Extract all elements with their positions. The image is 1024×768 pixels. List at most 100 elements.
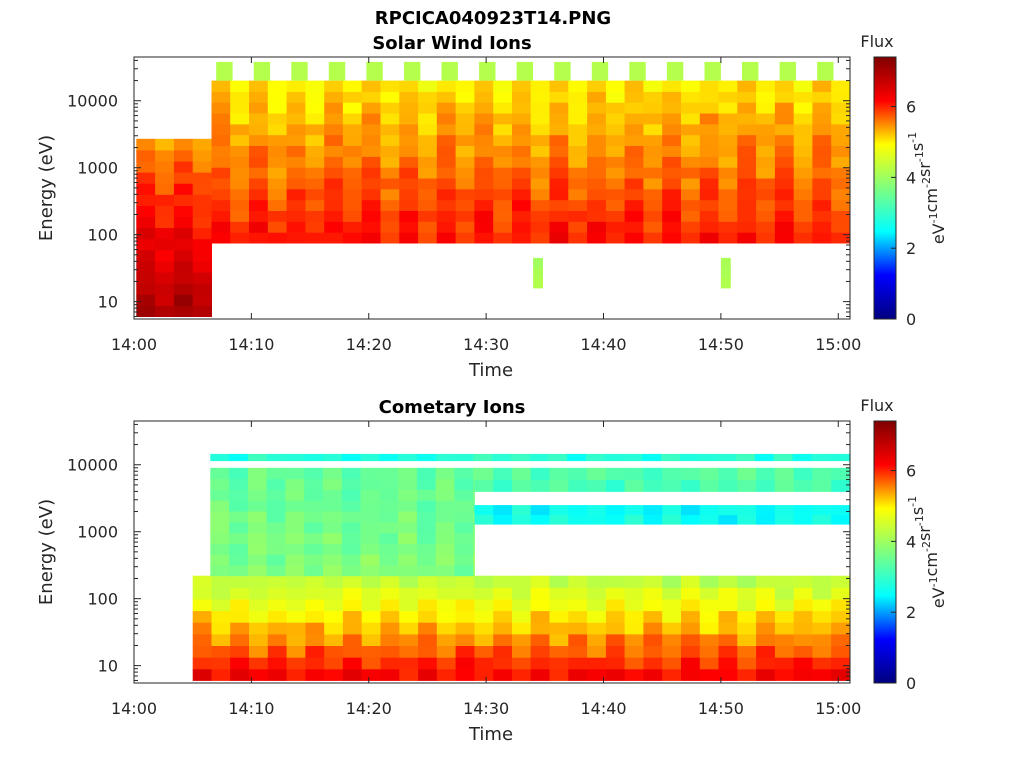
heatmap-cell bbox=[605, 210, 626, 222]
heatmap-cell bbox=[285, 554, 305, 566]
heatmap-cell bbox=[173, 294, 194, 306]
heatmap-cell bbox=[192, 161, 212, 173]
heatmap-cell bbox=[774, 505, 795, 516]
heatmap-cell bbox=[643, 645, 663, 658]
heatmap-cell bbox=[305, 232, 325, 244]
heatmap-cell bbox=[737, 167, 757, 179]
heatmap-cell bbox=[587, 514, 607, 525]
heatmap-cell bbox=[812, 668, 832, 681]
heatmap-cell bbox=[361, 199, 381, 211]
figure-title: RPCICA040923T14.PNG bbox=[375, 8, 611, 29]
heatmap-cell bbox=[342, 123, 363, 136]
heatmap-cells bbox=[192, 453, 851, 681]
heatmap-cell bbox=[493, 134, 513, 146]
heatmap-cell bbox=[662, 167, 682, 179]
heatmap-cell bbox=[549, 622, 569, 635]
heatmap-cell bbox=[624, 123, 644, 136]
heatmap-cell bbox=[399, 91, 419, 103]
heatmap-cell bbox=[643, 210, 663, 222]
heatmap-cell bbox=[380, 633, 400, 646]
heatmap-cell bbox=[793, 232, 813, 244]
heatmap-cell bbox=[211, 622, 231, 635]
heatmap-cell bbox=[737, 232, 757, 244]
heatmap-cell bbox=[286, 633, 306, 646]
heatmap-cap bbox=[779, 61, 796, 81]
heatmap-cell bbox=[756, 622, 776, 635]
heatmap-cell bbox=[380, 178, 400, 190]
heatmap-cell bbox=[361, 113, 381, 125]
heatmap-cell bbox=[136, 249, 156, 262]
heatmap-cell bbox=[831, 123, 851, 136]
heatmap-cell bbox=[756, 145, 776, 157]
heatmap-cell bbox=[493, 633, 513, 646]
heatmap-cell bbox=[493, 467, 513, 481]
heatmap-cell bbox=[624, 610, 644, 623]
heatmap-cell bbox=[455, 599, 475, 612]
heatmap-cell bbox=[623, 453, 643, 462]
heatmap-cell bbox=[267, 610, 288, 623]
heatmap-cell bbox=[831, 467, 851, 481]
heatmap-cell bbox=[230, 102, 250, 114]
heatmap-cell bbox=[304, 564, 324, 577]
heatmap-cell bbox=[756, 645, 776, 658]
heatmap-cell bbox=[455, 167, 475, 179]
heatmap-cell bbox=[436, 80, 457, 92]
heatmap-cell bbox=[605, 657, 626, 670]
heatmap-cell bbox=[681, 145, 701, 157]
heatmap-cell bbox=[324, 657, 344, 670]
heatmap-cell bbox=[605, 610, 626, 623]
heatmap-cell bbox=[324, 599, 344, 612]
heatmap-cell bbox=[549, 657, 569, 670]
heatmap-cell bbox=[230, 123, 250, 136]
heatmap-cell bbox=[587, 167, 607, 179]
colorbar-tick-label: 0 bbox=[906, 674, 916, 693]
heatmap-cell bbox=[549, 188, 569, 201]
heatmap-cell bbox=[662, 505, 682, 516]
heatmap-cell bbox=[624, 167, 644, 179]
heatmap-cell bbox=[774, 113, 795, 125]
heatmap-cell bbox=[587, 587, 607, 600]
heatmap-cell bbox=[737, 599, 757, 612]
heatmap-cell bbox=[718, 80, 738, 92]
heatmap-cell bbox=[211, 145, 231, 157]
heatmap-cell bbox=[587, 657, 607, 670]
heatmap-cell bbox=[230, 134, 250, 146]
heatmap-cell bbox=[681, 102, 701, 114]
heatmap-cell bbox=[230, 622, 250, 635]
panel-title: Cometary Ions bbox=[379, 397, 526, 418]
heatmap-cell bbox=[267, 91, 288, 103]
heatmap-cell bbox=[812, 657, 832, 670]
heatmap-cell bbox=[793, 645, 813, 658]
heatmap-cell bbox=[455, 645, 475, 658]
heatmap-cell bbox=[493, 645, 513, 658]
heatmap-cell bbox=[774, 178, 795, 190]
heatmap-cell bbox=[418, 156, 438, 168]
heatmap-cell bbox=[737, 188, 757, 201]
heatmap-cell bbox=[493, 210, 513, 222]
heatmap-cell bbox=[398, 500, 418, 512]
heatmap-cell bbox=[605, 188, 626, 201]
heatmap-cap bbox=[591, 61, 609, 81]
heatmap-cell bbox=[624, 232, 644, 244]
heatmap-cell bbox=[662, 514, 682, 525]
heatmap-cell bbox=[530, 622, 550, 635]
heatmap-cell bbox=[324, 210, 344, 222]
heatmap-cell bbox=[699, 232, 720, 244]
heatmap-cell bbox=[661, 453, 681, 462]
heatmap-cell bbox=[155, 294, 175, 306]
heatmap-cell bbox=[662, 232, 682, 244]
heatmap-cell bbox=[587, 134, 607, 146]
heatmap-cell bbox=[587, 102, 607, 114]
heatmap-cell bbox=[756, 221, 776, 233]
heatmap-cell bbox=[512, 599, 532, 612]
heatmap-cell bbox=[249, 645, 269, 658]
heatmap-cell bbox=[436, 188, 457, 201]
heatmap-cell bbox=[737, 210, 757, 222]
heatmap-cell bbox=[793, 156, 813, 168]
heatmap-cell bbox=[587, 221, 607, 233]
heatmap-cell bbox=[587, 479, 607, 492]
heatmap-cell bbox=[473, 521, 475, 534]
heatmap-cell bbox=[136, 216, 156, 229]
heatmap-cell bbox=[512, 188, 532, 201]
y-tick-label: 10 bbox=[98, 657, 118, 676]
